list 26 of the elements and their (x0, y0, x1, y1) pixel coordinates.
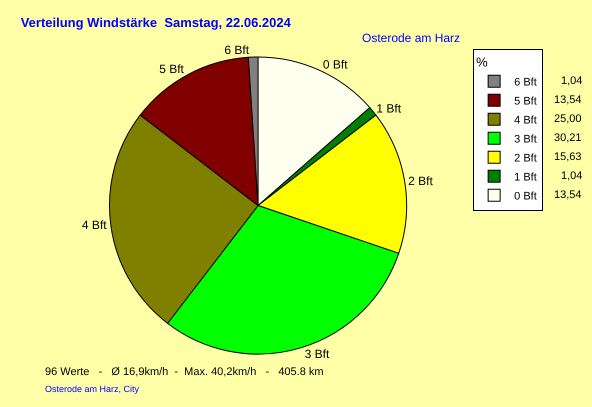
legend-label: 3 Bft (514, 134, 537, 146)
data-label: 25,00 (554, 113, 582, 125)
legend-label: 4 Bft (514, 114, 537, 127)
chart-title: Verteilung Windstärke Samstag, 22.06.2024 (20, 14, 292, 30)
chart-subtitle: Osterode am Harz (362, 31, 460, 45)
data-label: 15,63 (554, 151, 582, 163)
legend-label: 0 Bft (514, 190, 537, 203)
slice-label: 1 Bft (376, 101, 402, 116)
legend-label: 1 Bft (514, 172, 537, 184)
text: 96 Werte - Ø 16,9km/h - Max. 40,2km/h - 405.8 km (45, 366, 324, 378)
data-label: 13,54 (554, 189, 582, 201)
slice-label: 0 Bft (322, 57, 348, 72)
text: Osterode am Harz, City (45, 384, 140, 394)
data-label: 1,04 (561, 170, 582, 182)
data-label: 1,04 (561, 75, 582, 87)
slice-label: 4 Bft (82, 218, 108, 232)
legend-label: 6 Bft (514, 76, 537, 89)
data-label: 13,54 (554, 94, 582, 106)
slice-label: 6 Bft (224, 43, 250, 58)
legend-label: 2 Bft (514, 152, 537, 165)
legend-title: % (476, 54, 488, 70)
slice-label: 2 Bft (408, 174, 434, 188)
slice-label: 3 Bft (304, 347, 330, 362)
slice-label: 5 Bft (159, 62, 185, 76)
legend-label: 5 Bft (514, 96, 537, 108)
data-label: 30,21 (554, 132, 582, 144)
